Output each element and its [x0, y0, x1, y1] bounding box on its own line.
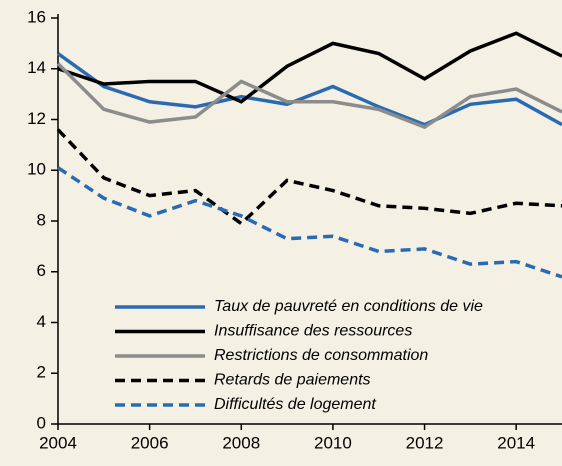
legend-label: Taux de pauvreté en conditions de vie	[214, 298, 483, 315]
y-tick-label: 0	[37, 413, 46, 432]
y-tick-label: 14	[27, 58, 46, 77]
series-line	[56, 128, 562, 226]
y-tick-label: 12	[27, 109, 46, 128]
y-tick-label: 4	[37, 312, 46, 331]
x-tick-label: 2014	[497, 433, 535, 452]
y-tick-label: 6	[37, 261, 46, 280]
legend-label: Restrictions de consommation	[214, 347, 428, 364]
y-tick-label: 2	[37, 363, 46, 382]
x-tick-label: 2006	[131, 433, 169, 452]
legend-label: Retards de paiements	[214, 372, 371, 389]
series-line	[57, 31, 562, 104]
series-line	[57, 166, 562, 279]
x-tick-label: 2012	[406, 433, 444, 452]
y-tick-label: 8	[37, 210, 46, 229]
y-tick-label: 10	[27, 160, 46, 179]
x-tick-label: 2008	[222, 433, 260, 452]
y-tick-label: 16	[27, 7, 46, 26]
x-tick-label: 2004	[39, 433, 77, 452]
legend-label: Insuffisance des ressources	[214, 323, 412, 340]
series-line	[56, 62, 562, 130]
series-line	[56, 52, 562, 127]
x-tick-label: 2010	[314, 433, 352, 452]
legend-label: Difficultés de logement	[214, 396, 376, 413]
